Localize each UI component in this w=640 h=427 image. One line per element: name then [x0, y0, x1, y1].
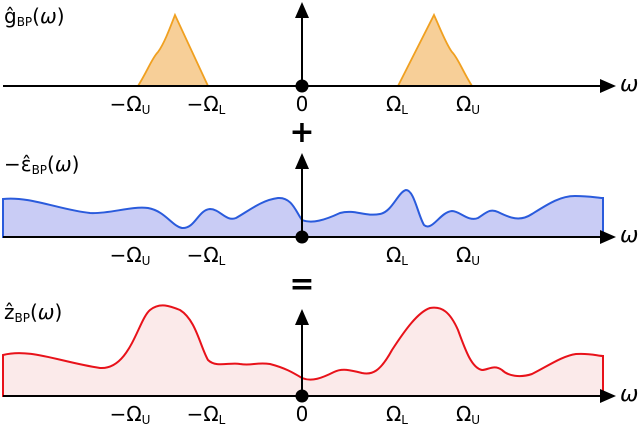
tick-neg-omega-l: −ΩL [186, 243, 226, 268]
tick-neg-omega-l: −ΩL [186, 92, 226, 117]
z-bp-axis-label: ω [620, 382, 639, 407]
tick-neg-omega-u: −ΩU [109, 243, 151, 268]
tick-omega-l: ΩL [386, 243, 408, 268]
epsilon-bp-curve [2, 188, 604, 238]
tick-omega-u: ΩU [455, 243, 481, 268]
epsilon-bp-panel-label: −ε̂BP(ω) [4, 152, 80, 177]
tick-omega-u: ΩU [455, 92, 481, 117]
g-bp-origin-dot [295, 79, 309, 93]
panel-epsilon-bp [2, 153, 616, 244]
g-bp-axis-label: ω [620, 72, 639, 97]
g-bp-left-lobe [136, 12, 210, 87]
tick-omega-l: ΩL [386, 402, 408, 427]
panel-z-bp [2, 304, 616, 403]
z-bp-vertical-arrow [295, 309, 309, 325]
epsilon-bp-origin-dot [295, 230, 309, 244]
z-bp-axis-arrow [600, 389, 616, 403]
tick-neg-omega-u: −ΩU [109, 402, 151, 427]
tick-neg-omega-l: −ΩL [186, 402, 226, 427]
z-bp-panel-label: ẑBP(ω) [4, 300, 63, 325]
g-bp-axis-arrow [600, 79, 616, 93]
epsilon-bp-vertical-arrow [295, 153, 309, 169]
panel-g-bp [3, 2, 616, 93]
g-bp-panel-label: ĝBP(ω) [4, 4, 65, 29]
z-bp-curve [2, 304, 604, 397]
tick-neg-omega-u: −ΩU [109, 92, 151, 117]
g-bp-vertical-arrow [295, 2, 309, 18]
tick-omega-l: ΩL [386, 92, 408, 117]
tick-zero: 0 [295, 402, 309, 426]
epsilon-bp-axis-label: ω [620, 223, 639, 248]
epsilon-bp-axis-arrow [600, 230, 616, 244]
equals-operator: = [289, 267, 315, 302]
g-bp-right-lobe [396, 12, 474, 87]
z-bp-origin-dot [295, 389, 309, 403]
tick-omega-u: ΩU [455, 402, 481, 427]
tick-zero: 0 [295, 92, 309, 116]
plus-operator: + [289, 115, 315, 150]
